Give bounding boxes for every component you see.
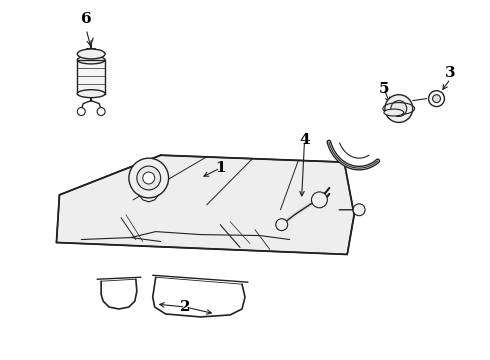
- Text: 4: 4: [299, 133, 310, 147]
- Circle shape: [433, 95, 441, 103]
- Circle shape: [385, 95, 413, 122]
- Circle shape: [312, 192, 327, 208]
- Circle shape: [353, 204, 365, 216]
- Ellipse shape: [77, 49, 105, 59]
- Circle shape: [77, 108, 85, 116]
- Circle shape: [429, 91, 444, 107]
- Text: 1: 1: [215, 161, 225, 175]
- Ellipse shape: [384, 109, 404, 116]
- Circle shape: [129, 158, 169, 198]
- Text: 2: 2: [180, 300, 191, 314]
- Circle shape: [143, 172, 155, 184]
- Text: 6: 6: [81, 12, 92, 26]
- Circle shape: [276, 219, 288, 231]
- Circle shape: [97, 108, 105, 116]
- Text: 5: 5: [379, 82, 389, 96]
- Ellipse shape: [77, 90, 105, 98]
- Polygon shape: [77, 60, 105, 94]
- Circle shape: [391, 100, 407, 117]
- Circle shape: [137, 166, 161, 190]
- Ellipse shape: [77, 56, 105, 64]
- Polygon shape: [56, 155, 354, 255]
- Text: 3: 3: [445, 66, 456, 80]
